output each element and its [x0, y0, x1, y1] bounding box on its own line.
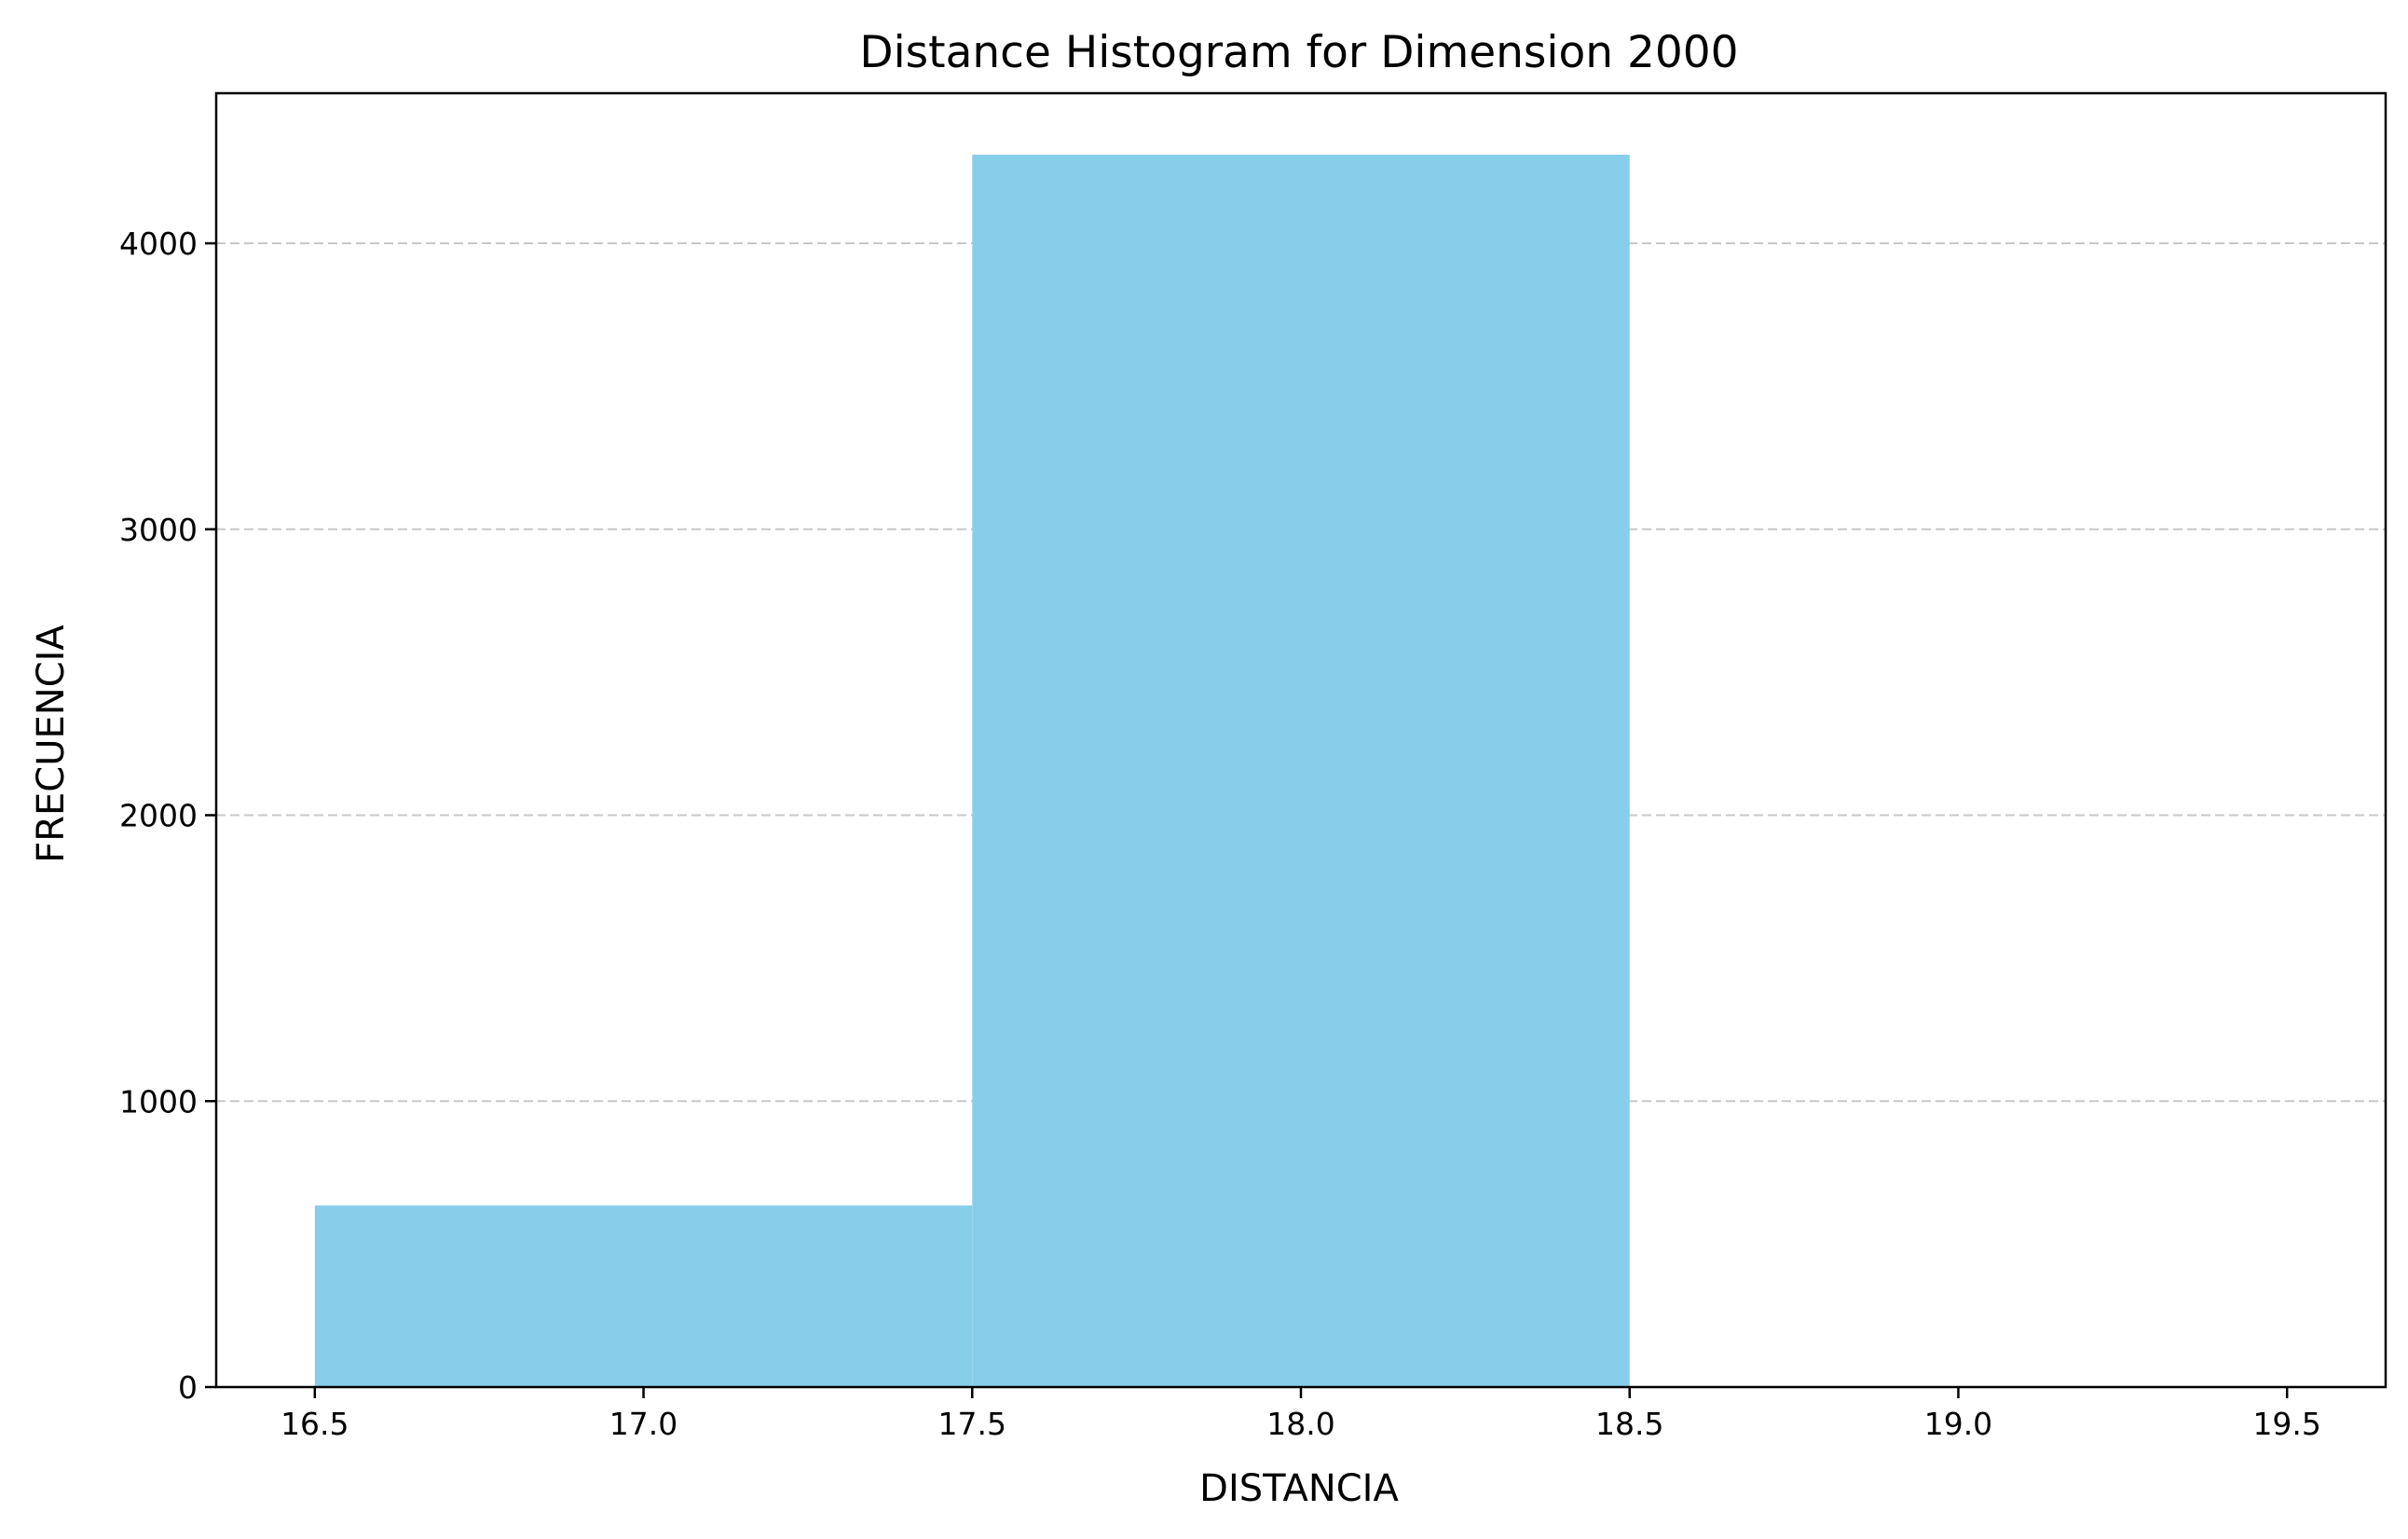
bars: [314, 154, 1630, 1387]
x-tick-label: 17.0: [609, 1406, 677, 1442]
x-tick-label: 19.5: [2252, 1406, 2320, 1442]
y-tick-label: 1000: [119, 1083, 198, 1120]
plot-frame: [214, 91, 2387, 1389]
y-tick-label: 0: [178, 1369, 198, 1406]
y-tick-label: 2000: [119, 798, 198, 834]
x-axis-title: DISTANCIA: [1199, 1467, 1399, 1510]
x-axis-ticks: 16.5 17.0 17.5 18.0 18.5 19.0 19.5: [280, 1387, 2321, 1442]
histogram-bar: [314, 1205, 973, 1387]
x-tick-label: 19.0: [1924, 1406, 1992, 1442]
histogram-bar: [972, 154, 1630, 1387]
y-tick-label: 4000: [119, 226, 198, 262]
y-axis-title: FRECUENCIA: [30, 625, 73, 863]
chart-title: Distance Histogram for Dimension 2000: [859, 27, 1738, 78]
x-tick-label: 17.5: [938, 1406, 1006, 1442]
y-axis-ticks: 0 1000 2000 3000 4000: [119, 226, 216, 1406]
x-tick-label: 18.5: [1595, 1406, 1663, 1442]
y-tick-label: 3000: [119, 512, 198, 548]
x-tick-label: 16.5: [280, 1406, 349, 1442]
x-tick-label: 18.0: [1266, 1406, 1334, 1442]
